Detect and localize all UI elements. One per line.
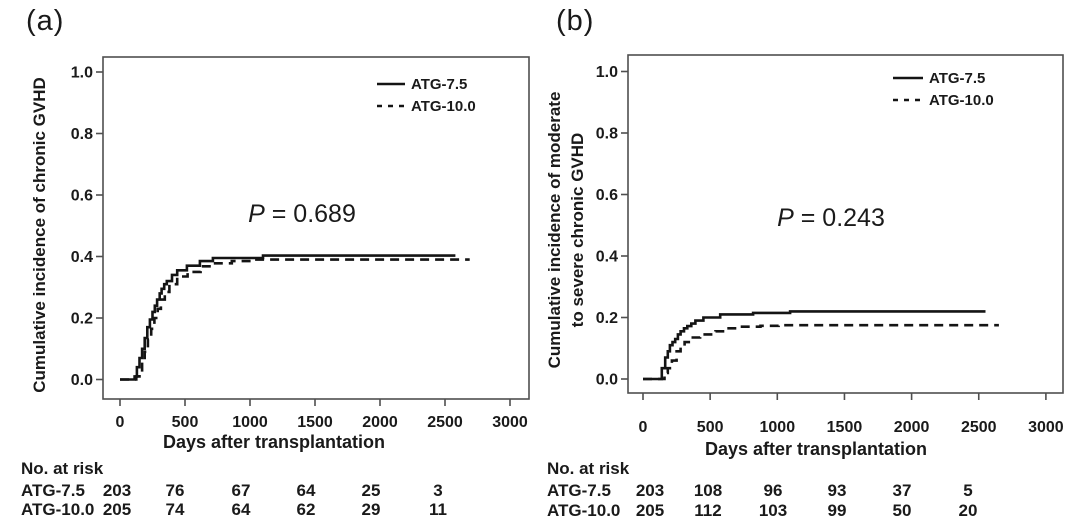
panel-b-chart: 1.0 0.8 0.6 0.4 0.2 0.0 0 500 1000 1500 2000 2500 30… xyxy=(545,54,1064,520)
at-risk-value: 25 xyxy=(362,481,381,500)
legend-label: ATG-10.0 xyxy=(929,92,994,109)
at-risk-title: No. at risk xyxy=(21,459,104,478)
at-risk-value: 205 xyxy=(103,500,131,519)
legend-label: ATG-10.0 xyxy=(411,98,476,115)
at-risk-value: 205 xyxy=(636,501,664,520)
y-axis-label: Cumulative incidence of moderate xyxy=(545,92,564,369)
at-risk-row-label: ATG-7.5 xyxy=(21,481,85,500)
panel-a-label: (a) xyxy=(26,5,65,37)
x-tick-label: 3000 xyxy=(1028,419,1064,436)
x-tick-label: 1500 xyxy=(297,414,333,431)
y-tick-label: 0.0 xyxy=(596,372,618,389)
panel-b-label: (b) xyxy=(556,5,595,37)
x-tick-label: 2500 xyxy=(961,419,997,436)
y-tick-label: 0.6 xyxy=(71,188,93,205)
x-tick-label: 2000 xyxy=(894,419,930,436)
x-tick-label: 500 xyxy=(697,419,724,436)
at-risk-value: 93 xyxy=(828,481,847,500)
at-risk-value: 20 xyxy=(959,501,978,520)
p-value: P = 0.689 xyxy=(248,200,356,228)
y-tick-label: 0.6 xyxy=(596,187,618,204)
series-curve-ATG-10.0 xyxy=(120,258,470,381)
plot-frame xyxy=(627,54,1064,394)
x-axis-label: Days after transplantation xyxy=(163,432,385,452)
series-curve-ATG-10.0 xyxy=(643,323,999,381)
at-risk-value: 108 xyxy=(694,481,722,500)
at-risk-value: 74 xyxy=(166,500,185,519)
at-risk-value: 76 xyxy=(166,481,185,500)
at-risk-row-label: ATG-7.5 xyxy=(547,481,611,500)
at-risk-row-label: ATG-10.0 xyxy=(21,500,94,519)
x-tick-label: 1500 xyxy=(827,419,863,436)
x-tick-label: 0 xyxy=(116,414,125,431)
y-tick-label: 0.4 xyxy=(71,249,93,266)
at-risk-value: 103 xyxy=(759,501,787,520)
x-tick-label: 0 xyxy=(639,419,648,436)
at-risk-value: 67 xyxy=(232,481,251,500)
y-tick-label: 1.0 xyxy=(596,64,618,81)
at-risk-value: 64 xyxy=(297,481,316,500)
at-risk-value: 96 xyxy=(764,481,783,500)
x-tick-label: 2500 xyxy=(427,414,463,431)
x-tick-label: 500 xyxy=(172,414,199,431)
at-risk-value: 112 xyxy=(694,501,721,520)
at-risk-value: 50 xyxy=(893,501,912,520)
y-tick-label: 1.0 xyxy=(71,65,93,82)
at-risk-value: 203 xyxy=(103,481,131,500)
at-risk-value: 64 xyxy=(232,500,251,519)
at-risk-value: 11 xyxy=(429,500,447,519)
at-risk-value: 3 xyxy=(433,481,442,500)
at-risk-value: 37 xyxy=(893,481,912,500)
at-risk-value: 203 xyxy=(636,481,664,500)
at-risk-row-label: ATG-10.0 xyxy=(547,501,620,520)
y-tick-label: 0.2 xyxy=(596,310,618,327)
x-tick-label: 2000 xyxy=(362,414,398,431)
x-tick-label: 1000 xyxy=(232,414,268,431)
at-risk-title: No. at risk xyxy=(547,459,630,478)
at-risk-value: 99 xyxy=(828,501,847,520)
y-axis-label: Cumulative incidence of chronic GVHD xyxy=(30,77,49,393)
panel-a-chart: 1.0 0.8 0.6 0.4 0.2 0.0 0 500 1000 1500 2000 2500 30… xyxy=(21,56,530,519)
y-tick-label: 0.0 xyxy=(71,372,93,389)
y-tick-label: 0.8 xyxy=(71,126,93,143)
series-curve-ATG-7.5 xyxy=(643,310,986,381)
x-tick-label: 1000 xyxy=(760,419,796,436)
x-axis-label: Days after transplantation xyxy=(705,439,927,459)
plot-frame xyxy=(102,56,530,400)
p-value: P = 0.243 xyxy=(777,204,885,232)
at-risk-value: 29 xyxy=(362,500,381,519)
series-curve-ATG-7.5 xyxy=(120,254,456,381)
legend-label: ATG-7.5 xyxy=(411,76,467,93)
legend-label: ATG-7.5 xyxy=(929,70,985,87)
y-axis-label: to severe chronic GVHD xyxy=(568,133,587,328)
at-risk-value: 62 xyxy=(297,500,316,519)
y-tick-label: 0.4 xyxy=(596,249,618,266)
y-tick-label: 0.2 xyxy=(71,311,93,328)
y-tick-label: 0.8 xyxy=(596,126,618,143)
at-risk-value: 5 xyxy=(963,481,972,500)
x-tick-label: 3000 xyxy=(492,414,528,431)
